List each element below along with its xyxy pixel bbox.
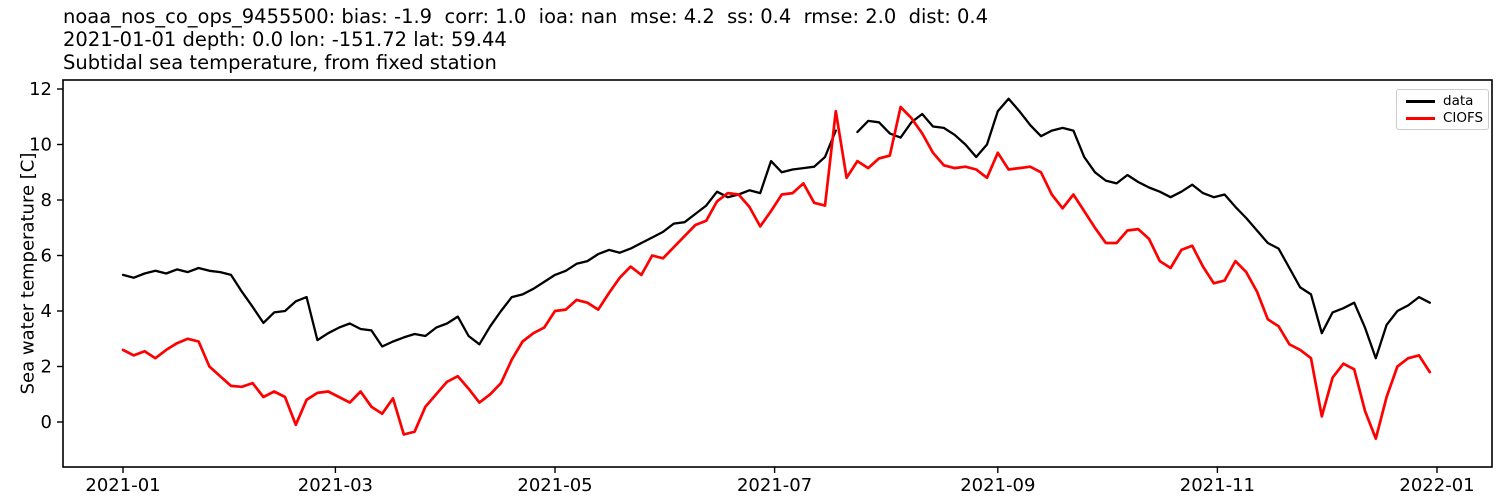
x-tick-label: 2021-03: [298, 475, 373, 496]
data-series-lines: [121, 97, 1432, 440]
legend-item-data: data: [1397, 94, 1488, 108]
axes-box: [62, 79, 1493, 468]
y-tick-label: 8: [41, 190, 52, 211]
series-line-ciofs: [121, 105, 1432, 440]
y-tick-label: 10: [29, 135, 52, 156]
ciofs-line-swatch: [1406, 116, 1435, 120]
x-tick-label: 2021-07: [737, 475, 812, 496]
y-axis-ticks: 0 2 4 6 8 10 12: [29, 79, 63, 433]
x-axis-ticks: 2021-01 2021-03 2021-05 2021-07 2021-09 2021-…: [85, 467, 1475, 496]
y-tick-label: 4: [41, 301, 52, 322]
data-line-swatch: [1406, 99, 1435, 103]
y-tick-label: 12: [29, 79, 52, 100]
legend-item-ciofs: CIOFS: [1397, 111, 1488, 125]
chart-title-description: Subtidal sea temperature, from fixed sta…: [63, 51, 497, 74]
chart-title-stats: noaa_nos_co_ops_9455500: bias: -1.9 corr…: [63, 5, 989, 28]
series-line-data: [121, 97, 1431, 360]
legend: data CIOFS: [1396, 89, 1489, 130]
legend-label: data: [1443, 93, 1474, 109]
y-tick-label: 2: [41, 357, 52, 378]
chart-title-meta: 2021-01-01 depth: 0.0 lon: -151.72 lat: …: [63, 28, 507, 51]
x-tick-label: 2021-05: [517, 475, 592, 496]
x-tick-label: 2021-11: [1180, 475, 1255, 496]
x-tick-label: 2022-01: [1399, 475, 1474, 496]
y-tick-label: 6: [41, 246, 52, 267]
x-tick-label: 2021-01: [85, 475, 160, 496]
x-tick-label: 2021-09: [960, 475, 1035, 496]
legend-label: CIOFS: [1443, 110, 1484, 126]
y-tick-label: 0: [41, 412, 52, 433]
